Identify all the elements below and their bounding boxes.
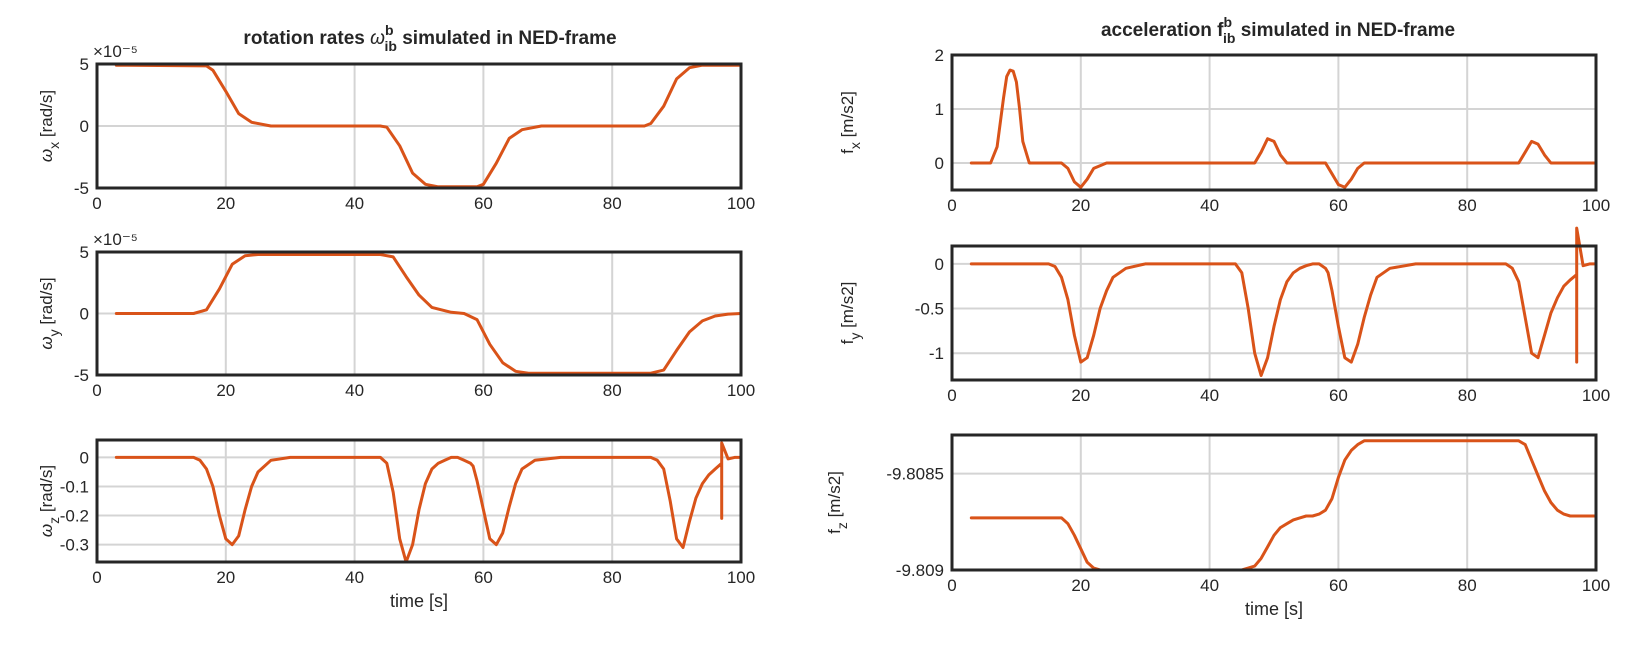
x-tick-label: 0 — [947, 196, 956, 215]
y-tick-label: -5 — [74, 179, 89, 198]
x-tick-label: 20 — [216, 568, 235, 587]
subplot-f-x: 0 20 40 60 80 100 0 1 2 fx [m/s2] — [838, 46, 1610, 215]
y-tick-label: -1 — [929, 344, 944, 363]
x-tick-label: 0 — [947, 576, 956, 595]
x-tick-label: 40 — [1200, 196, 1219, 215]
y-tick-label: -0.1 — [60, 477, 89, 496]
x-tick-label: 100 — [1582, 576, 1610, 595]
y-tick-label: 0 — [80, 305, 89, 324]
y-tick-label: -5 — [74, 366, 89, 385]
x-axis-label: time [s] — [390, 591, 448, 611]
x-tick-label: 0 — [92, 194, 101, 213]
y-tick-label: -0.2 — [60, 507, 89, 526]
x-tick-label: 60 — [1329, 386, 1348, 405]
axes-frame — [95, 438, 743, 564]
subplot-f-y: 0 20 40 60 80 100 0 -0.5 -1 fy [m/s2] — [838, 226, 1610, 405]
subplot-omega-y: 0 20 40 60 80 100-505×10⁻⁵ωy [rad/s] — [37, 230, 755, 400]
axes-frame — [950, 53, 1598, 192]
x-axis-label: time [s] — [1245, 599, 1303, 619]
x-tick-label: 80 — [603, 568, 622, 587]
x-tick-label: 0 — [92, 568, 101, 587]
x-tick-label: 20 — [216, 194, 235, 213]
y-axis-label: fx [m/s2] — [838, 91, 863, 154]
y-tick-label: 0 — [80, 117, 89, 136]
x-tick-label: 20 — [1071, 386, 1090, 405]
x-tick-label: 100 — [1582, 386, 1610, 405]
subplot-omega-z: 0 20 40 60 80 100 0 -0.1 -0.2 -0.3ωz [rad/s] time … — [37, 438, 755, 611]
x-tick-label: 20 — [1071, 576, 1090, 595]
x-tick-label: 100 — [727, 194, 755, 213]
x-tick-label: 20 — [1071, 196, 1090, 215]
right-title: acceleration fb ib simulated in NED-frame — [1101, 14, 1455, 46]
x-tick-label: 80 — [1458, 576, 1477, 595]
y-tick-label: 0 — [935, 255, 944, 274]
axes-frame — [950, 244, 1598, 382]
series-line — [114, 441, 743, 564]
y-tick-label: -0.3 — [60, 536, 89, 555]
x-tick-label: 40 — [345, 568, 364, 587]
x-tick-label: 60 — [474, 194, 493, 213]
series-line — [969, 226, 1598, 377]
axes-frame — [95, 62, 743, 190]
x-tick-label: 20 — [216, 381, 235, 400]
y-axis-label: ωx [rad/s] — [37, 90, 62, 162]
x-tick-label: 40 — [1200, 386, 1219, 405]
x-tick-label: 40 — [345, 194, 364, 213]
exponent-label: ×10⁻⁵ — [93, 230, 138, 249]
x-tick-label: 60 — [1329, 196, 1348, 215]
x-tick-label: 60 — [1329, 576, 1348, 595]
y-axis-label: fz [m/s2] — [825, 471, 850, 534]
y-tick-label: 0 — [80, 448, 89, 467]
y-tick-label: 1 — [935, 100, 944, 119]
x-tick-label: 0 — [92, 381, 101, 400]
y-axis-label: fy [m/s2] — [838, 282, 863, 345]
series-line — [969, 68, 1598, 189]
axes-frame — [95, 250, 743, 377]
y-tick-label: 5 — [80, 243, 89, 262]
axes-frame — [950, 433, 1598, 572]
x-tick-label: 80 — [603, 194, 622, 213]
x-tick-label: 60 — [474, 381, 493, 400]
y-axis-label: ωz [rad/s] — [37, 465, 62, 537]
x-tick-label: 40 — [1200, 576, 1219, 595]
y-tick-label: -9.809 — [896, 561, 944, 580]
x-tick-label: 100 — [727, 568, 755, 587]
y-axis-label: ωy [rad/s] — [37, 277, 62, 349]
left-title: rotation rates ωb ib simulated in NED-fra… — [243, 22, 616, 54]
x-tick-label: 0 — [947, 386, 956, 405]
y-tick-label: 5 — [80, 55, 89, 74]
y-tick-label: -9.8085 — [886, 465, 944, 484]
subplot-f-z: 0 20 40 60 80 100 -9.809 -9.8085 fz [m/s2] time [… — [825, 433, 1610, 619]
exponent-label: ×10⁻⁵ — [93, 42, 138, 61]
x-tick-label: 100 — [727, 381, 755, 400]
x-tick-label: 80 — [1458, 386, 1477, 405]
y-tick-label: -0.5 — [915, 300, 944, 319]
subplot-omega-x: 0 20 40 60 80 100-505×10⁻⁵ωx [rad/s] — [37, 42, 755, 213]
series-line — [114, 253, 743, 375]
x-tick-label: 40 — [345, 381, 364, 400]
x-tick-label: 100 — [1582, 196, 1610, 215]
y-tick-label: 2 — [935, 46, 944, 65]
series-line — [969, 439, 1598, 572]
x-tick-label: 60 — [474, 568, 493, 587]
x-tick-label: 80 — [1458, 196, 1477, 215]
x-tick-label: 80 — [603, 381, 622, 400]
y-tick-label: 0 — [935, 154, 944, 173]
